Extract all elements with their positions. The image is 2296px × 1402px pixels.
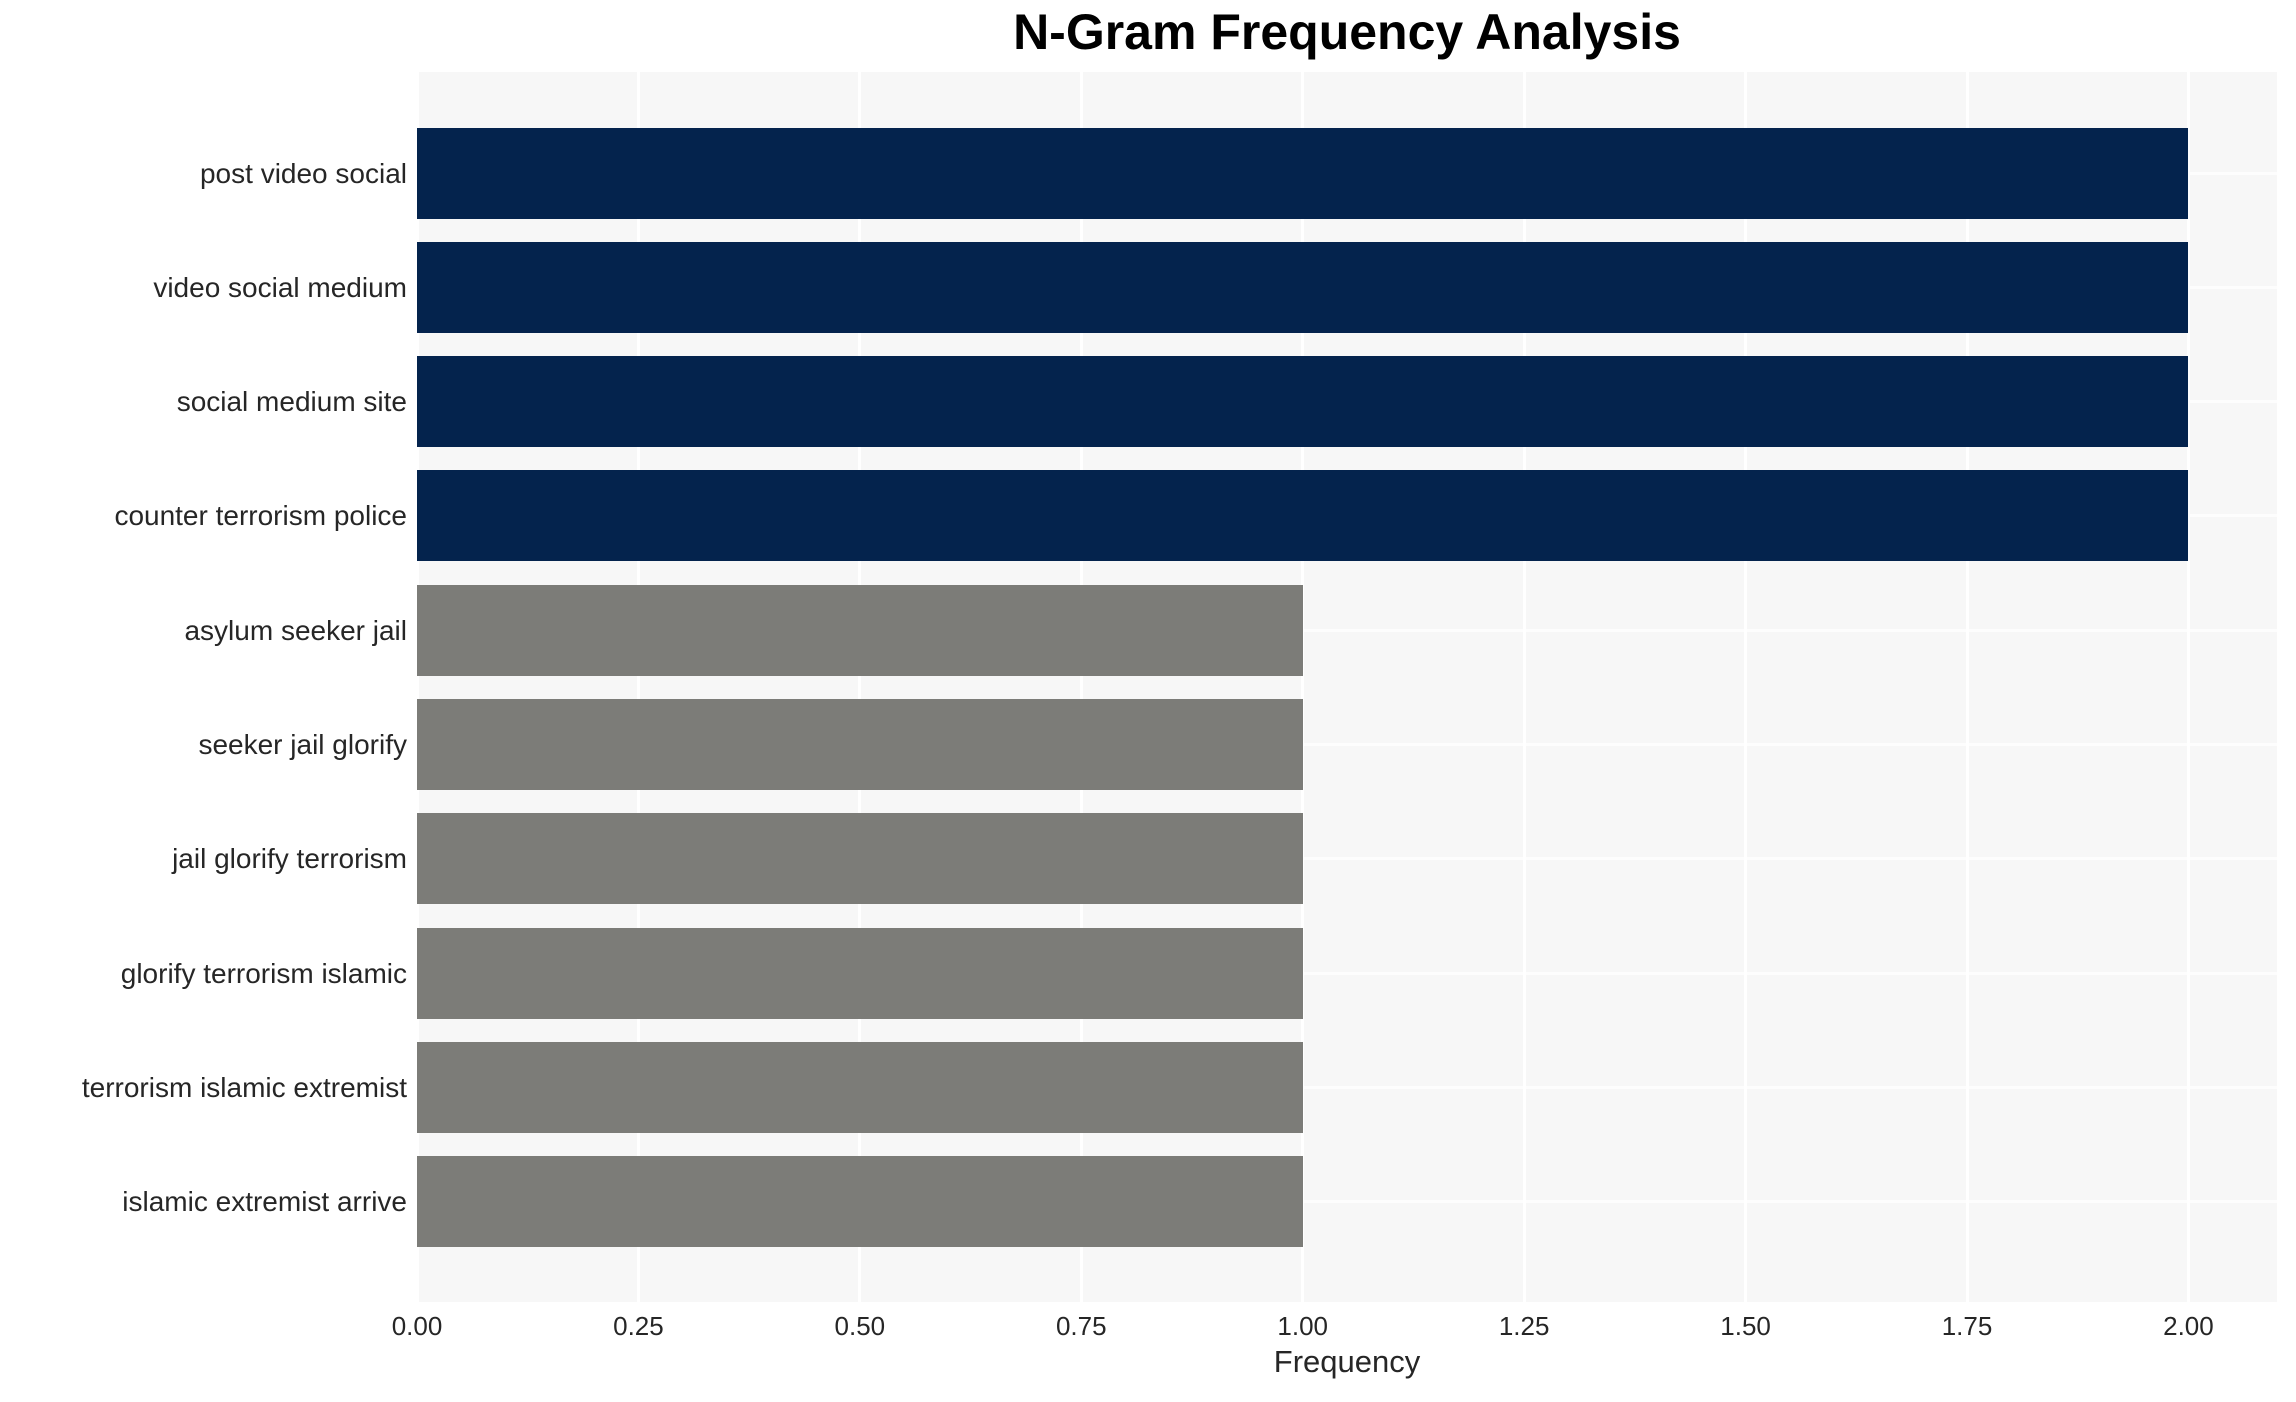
bar bbox=[417, 699, 1303, 791]
x-axis-label: Frequency bbox=[1273, 1344, 1421, 1379]
grid-line-horizontal bbox=[417, 1086, 2277, 1090]
x-tick-label: 0.25 bbox=[613, 1311, 664, 1341]
grid-line-horizontal bbox=[417, 1200, 2277, 1204]
grid-line-horizontal bbox=[417, 971, 2277, 975]
category-label: asylum seeker jail bbox=[184, 614, 407, 646]
chart-title: N-Gram Frequency Analysis bbox=[1013, 4, 1681, 60]
x-tick-label: 1.00 bbox=[1277, 1311, 1329, 1341]
category-label: video social medium bbox=[153, 271, 407, 303]
x-tick-label: 1.75 bbox=[1941, 1311, 1993, 1341]
grid-line-horizontal bbox=[417, 857, 2277, 861]
grid-line-horizontal bbox=[417, 628, 2277, 632]
bar bbox=[417, 241, 2189, 333]
category-label: glorify terrorism islamic bbox=[120, 957, 407, 989]
category-label: post video social bbox=[199, 157, 407, 189]
x-tick-label: 1.25 bbox=[1498, 1311, 1550, 1341]
grid-line-vertical bbox=[415, 72, 419, 1302]
category-label: social medium site bbox=[176, 386, 407, 418]
grid-line-vertical bbox=[1744, 72, 1748, 1302]
grid-line-vertical bbox=[2186, 72, 2190, 1302]
bar bbox=[417, 1042, 1303, 1134]
x-tick-label: 0.75 bbox=[1055, 1311, 1107, 1341]
bar bbox=[417, 356, 2189, 448]
category-label: terrorism islamic extremist bbox=[81, 1072, 407, 1104]
plot-area: post video social video social medium soci… bbox=[82, 72, 2277, 1302]
category-label: counter terrorism police bbox=[114, 500, 407, 532]
category-label: seeker jail glorify bbox=[198, 729, 407, 761]
bar bbox=[417, 127, 2189, 219]
grid-line-vertical bbox=[1079, 72, 1083, 1302]
category-label: jail glorify terrorism bbox=[172, 843, 407, 875]
bar bbox=[417, 927, 1303, 1019]
bar bbox=[417, 470, 2189, 562]
category-label: islamic extremist arrive bbox=[122, 1186, 407, 1218]
grid-line-vertical bbox=[1301, 72, 1305, 1302]
bar bbox=[417, 1156, 1303, 1248]
grid-line-vertical bbox=[1522, 72, 1526, 1302]
x-tick-label: 1.50 bbox=[1720, 1311, 1771, 1341]
grid-line-vertical bbox=[636, 72, 640, 1302]
grid-line-vertical bbox=[858, 72, 862, 1302]
x-tick-label: 2.00 bbox=[2163, 1311, 2214, 1341]
bar bbox=[417, 584, 1303, 676]
grid-line-horizontal bbox=[417, 743, 2277, 747]
grid-line-vertical bbox=[1965, 72, 1969, 1302]
bar bbox=[417, 813, 1303, 905]
x-tick-label: 0.50 bbox=[834, 1311, 886, 1341]
x-tick-label: 0.00 bbox=[391, 1311, 443, 1341]
